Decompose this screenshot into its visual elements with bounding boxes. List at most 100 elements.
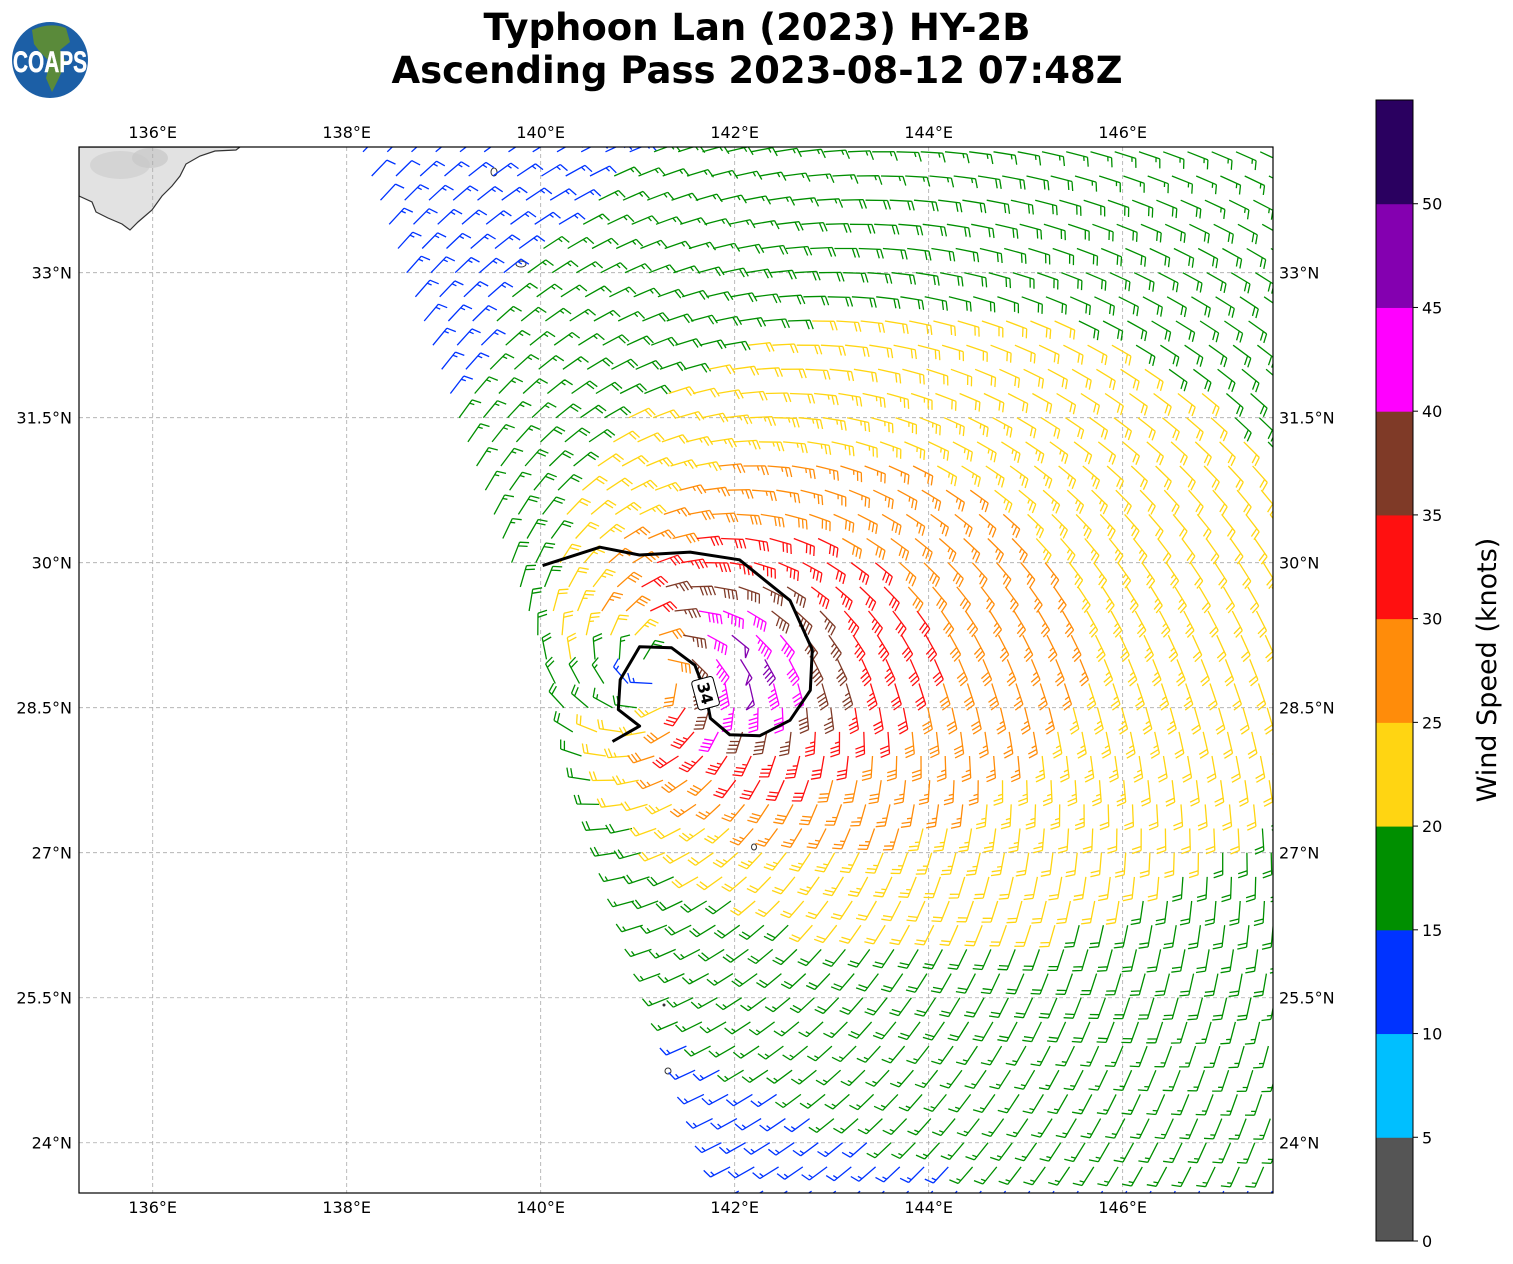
lat-tick-label-right: 27°N — [1279, 844, 1319, 863]
wind-barb — [778, 562, 800, 581]
wind-barb — [914, 997, 937, 1017]
wind-barb — [598, 872, 626, 883]
wind-barb — [1246, 804, 1257, 831]
wind-barb — [432, 327, 457, 346]
wind-barb — [1197, 1190, 1201, 1193]
wind-barb — [923, 876, 942, 899]
wind-barb — [1012, 272, 1035, 289]
wind-barb — [915, 1142, 941, 1160]
wind-barb — [904, 731, 915, 759]
wind-barb — [746, 876, 772, 894]
colorbar-tick-label: 40 — [1422, 402, 1442, 421]
wind-barb — [690, 314, 718, 325]
wind-barb — [535, 542, 556, 563]
wind-barb — [397, 231, 422, 249]
wind-barb — [1023, 876, 1039, 901]
wind-barb — [923, 1093, 947, 1113]
wind-barb — [529, 330, 556, 346]
wind-barb — [586, 357, 614, 370]
wind-barb — [1087, 344, 1108, 366]
wind-barb — [948, 296, 972, 312]
wind-barb — [555, 403, 582, 419]
wind-barb — [1181, 538, 1196, 565]
wind-barb — [1082, 828, 1094, 854]
wind-barb — [1135, 683, 1145, 711]
wind-barb — [997, 1021, 1018, 1042]
wind-barb — [1272, 320, 1273, 322]
wind-barb — [646, 456, 674, 467]
wind-barb — [1165, 780, 1176, 807]
wind-barb — [617, 311, 646, 322]
wind-barb — [890, 537, 910, 561]
wind-barb — [797, 876, 820, 896]
wind-barb — [1090, 852, 1103, 878]
wind-barb — [1203, 1118, 1223, 1140]
wind-barb — [1195, 949, 1210, 974]
wind-barb — [1005, 973, 1025, 995]
wind-barb — [1038, 997, 1058, 1019]
wind-barb — [570, 684, 589, 709]
wind-barb — [1220, 175, 1242, 195]
wind-barb — [1124, 804, 1135, 831]
wind-barb — [708, 1045, 736, 1058]
wind-barb — [873, 876, 893, 898]
wind-barb — [910, 392, 933, 410]
wind-barb — [1220, 949, 1235, 974]
lon-tick-label-bottom: 136°E — [128, 1198, 177, 1217]
wind-barb — [1203, 465, 1220, 491]
wind-barb — [799, 804, 818, 826]
wind-barb — [880, 973, 904, 993]
wind-barb — [847, 876, 869, 897]
wind-barb — [848, 489, 871, 509]
wind-barb — [750, 416, 777, 427]
lon-tick-label-top: 140°E — [516, 123, 565, 142]
wind-barb — [428, 184, 454, 201]
wind-barb — [581, 475, 608, 491]
wind-barb — [618, 634, 631, 660]
wind-barb — [893, 780, 907, 805]
wind-barb — [1137, 1069, 1157, 1092]
wind-barb — [596, 797, 624, 808]
wind-barb — [613, 430, 641, 443]
wind-barb — [636, 779, 664, 790]
wind-barb — [755, 634, 772, 660]
wind-barb — [1254, 828, 1265, 855]
lat-tick-label-left: 27°N — [32, 844, 72, 863]
wind-barb — [998, 1166, 1022, 1186]
wind-barb — [705, 755, 728, 776]
wind-barb — [1203, 973, 1219, 997]
wind-barb — [708, 364, 736, 375]
wind-barb — [1143, 634, 1154, 663]
wind-barb — [1071, 368, 1092, 390]
wind-barb — [1234, 417, 1252, 442]
wind-barb — [605, 823, 633, 834]
wind-barb — [1018, 780, 1029, 807]
wind-barb — [1124, 513, 1140, 540]
wind-barb — [969, 489, 989, 513]
wind-barb — [736, 513, 762, 526]
wind-barb — [566, 497, 591, 515]
wind-barb — [656, 554, 685, 566]
wind-barb — [881, 513, 902, 536]
wind-barb — [454, 256, 480, 274]
wind-barb — [928, 441, 950, 461]
wind-barb — [1006, 900, 1023, 924]
wind-barb — [1123, 175, 1145, 193]
wind-barb — [1116, 780, 1127, 807]
wind-barb — [1021, 296, 1043, 314]
wind-barb — [964, 997, 985, 1018]
wind-barb — [857, 828, 876, 850]
wind-barb — [1154, 1045, 1173, 1068]
wind-barb — [541, 632, 552, 660]
wind-barb — [1000, 804, 1012, 830]
wind-barb — [1020, 707, 1031, 735]
wind-barb — [900, 634, 914, 662]
wind-barb — [1183, 683, 1194, 711]
wind-barb — [1017, 151, 1042, 166]
wind-barb — [1055, 1045, 1075, 1067]
wind-barb — [990, 344, 1012, 363]
wind-barb — [889, 1069, 914, 1088]
wind-barb — [1102, 320, 1124, 341]
lon-tick-label-bottom: 144°E — [904, 1198, 953, 1217]
wind-barb — [941, 344, 965, 362]
